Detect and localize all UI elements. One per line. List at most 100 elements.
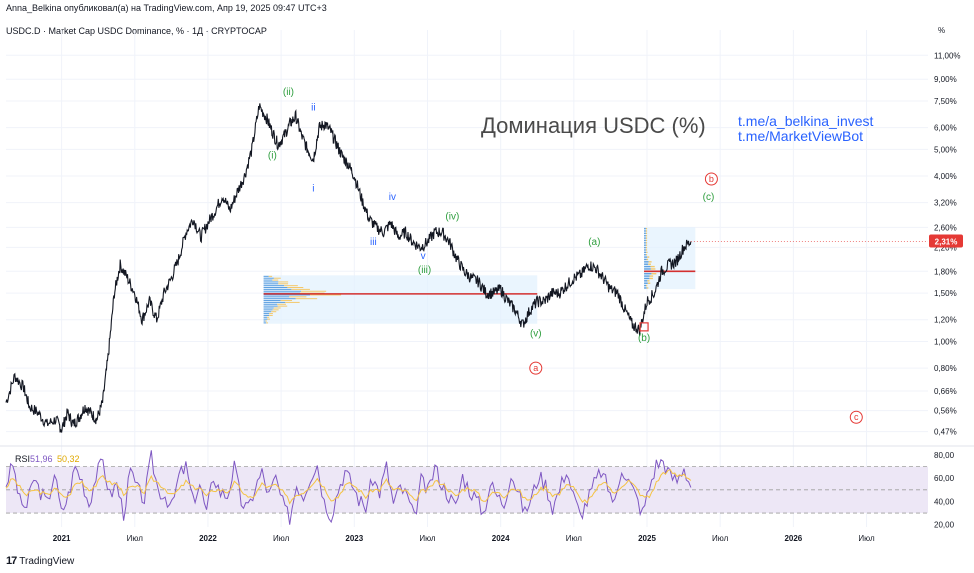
volume-profile-bar	[646, 251, 648, 254]
volume-profile-bar	[644, 263, 649, 265]
symbol-header[interactable]: USDC.D · Market Cap USDC Dominance, % · …	[6, 26, 267, 36]
x-tick-label: 2024	[492, 534, 510, 543]
wave-label[interactable]: (v)	[530, 328, 542, 339]
overlay-title: Доминация USDC (%)	[481, 113, 706, 138]
volume-profile-bar	[645, 249, 648, 251]
current-price-tag[interactable]	[929, 234, 963, 248]
volume-profile-bar	[647, 282, 651, 284]
volume-profile-bar	[263, 318, 268, 320]
volume-profile-bar	[263, 279, 273, 281]
x-tick-label: Июл	[419, 534, 436, 543]
volume-profile-bar	[263, 288, 292, 290]
volume-profile-bar	[645, 284, 648, 287]
volume-profile-bar	[263, 309, 273, 311]
wave-label[interactable]: (ii)	[283, 87, 294, 98]
volume-profile-bar	[273, 307, 281, 309]
volume-profile-bar	[650, 268, 656, 270]
volume-profile-bar	[644, 256, 648, 258]
volume-profile-bar	[263, 316, 267, 318]
volume-profile-bar	[272, 279, 279, 281]
wave-label[interactable]: iii	[370, 237, 377, 248]
rsi-tick-label: 20,00	[934, 521, 955, 530]
wave-label[interactable]: (iv)	[445, 211, 459, 222]
volume-profile-bar	[647, 280, 650, 282]
volume-profile-bar	[263, 294, 311, 296]
wave-label[interactable]: (b)	[638, 333, 650, 344]
volume-profile-bar	[272, 309, 279, 311]
wave-label[interactable]: b	[709, 174, 714, 184]
y-tick-label: 1,50%	[934, 289, 957, 298]
wave-label[interactable]: c	[854, 412, 859, 422]
volume-profile-bar	[263, 281, 279, 283]
y-tick-label: 0,80%	[934, 364, 957, 373]
wave-label[interactable]: (a)	[588, 237, 600, 248]
volume-profile-bar	[645, 246, 648, 249]
volume-profile-box[interactable]	[263, 275, 538, 324]
price-axis[interactable]: 11,00% 9,00% 7,50% 6,00% 5,00% 4,00% 3,20% 2,60…	[929, 51, 963, 437]
x-tick-label: 2021	[53, 534, 71, 543]
wave-label[interactable]: a	[533, 363, 538, 373]
wave-label[interactable]: i	[312, 184, 314, 195]
rsi-band	[6, 466, 928, 514]
y-tick-label: 1,00%	[934, 337, 957, 346]
volume-profile-bar	[646, 258, 649, 261]
y-tick-label: 0,47%	[934, 428, 957, 437]
overlay-link-2[interactable]: t.me/MarketViewBot	[738, 128, 863, 144]
y-tick-label: 2,60%	[934, 223, 957, 232]
volume-profile-box[interactable]	[644, 227, 696, 290]
x-tick-label: Июл	[858, 534, 875, 543]
volume-profile-bar	[644, 239, 646, 242]
rsi-legend[interactable]: RSI 51,96 50,32	[15, 454, 80, 464]
wave-label[interactable]: iv	[389, 192, 396, 203]
y-tick-label: 5,00%	[934, 145, 957, 154]
y-tick-label: 1,80%	[934, 267, 957, 276]
wave-label[interactable]: (i)	[268, 150, 277, 161]
highlight-box[interactable]	[639, 322, 649, 332]
time-axis[interactable]: 2021 Июл 2022 Июл 2023 Июл 2024 Июл 2025 Июл 2026 И…	[53, 534, 875, 543]
wave-label-circle[interactable]	[529, 361, 543, 375]
volume-profile-bar	[647, 256, 650, 258]
volume-profile-bar	[644, 273, 652, 275]
y-tick-label: 7,50%	[934, 97, 957, 106]
volume-profile-bar	[644, 261, 649, 263]
volume-profile-bar	[644, 284, 646, 287]
wave-label-circle[interactable]	[849, 410, 863, 424]
rsi-pane	[5, 450, 928, 525]
volume-profile-bar	[287, 287, 304, 289]
volume-profile-bar	[644, 280, 648, 282]
wave-label[interactable]: ii	[311, 103, 315, 114]
volume-profile-bar	[271, 311, 277, 313]
volume-profile-bar	[644, 232, 646, 235]
wave-label[interactable]: v	[421, 251, 426, 262]
volume-profile-bar	[277, 303, 286, 305]
tradingview-logo-text: TradingView	[19, 555, 75, 567]
x-tick-label: Июл	[273, 534, 290, 543]
volume-profile-bar	[651, 273, 657, 275]
volume-profile-bar	[644, 237, 646, 239]
volume-profile-bar	[263, 301, 286, 303]
volume-profile-bar	[644, 265, 651, 268]
volume-profile-bar	[644, 230, 646, 232]
volume-profile-bar	[648, 263, 651, 265]
volume-profile-bar	[277, 305, 288, 307]
overlay-link-1[interactable]: t.me/a_belkina_invest	[738, 113, 874, 129]
y-tick-label: 3,20%	[934, 199, 957, 208]
volume-profile-bar	[645, 230, 648, 232]
volume-profile-bar	[650, 265, 655, 268]
volume-profile-bar	[644, 242, 646, 244]
volume-profile-bar	[263, 320, 266, 322]
x-tick-label: Июл	[566, 534, 583, 543]
x-tick-label: Июл	[712, 534, 729, 543]
volume-profile-bar	[291, 288, 310, 290]
volume-profile-bar	[263, 285, 285, 287]
wave-label[interactable]: (iii)	[418, 265, 431, 276]
volume-profile-bar	[263, 283, 279, 285]
volume-profile-bar	[644, 277, 650, 280]
wave-label[interactable]: (c)	[703, 192, 715, 203]
wave-label-circle[interactable]	[704, 172, 718, 186]
tradingview-logo[interactable]: 17 TradingView	[6, 555, 74, 567]
x-tick-label: 2022	[199, 534, 217, 543]
rsi-line	[5, 450, 692, 525]
rsi-axis[interactable]: 80,00 60,00 40,00 20,00	[934, 451, 955, 530]
